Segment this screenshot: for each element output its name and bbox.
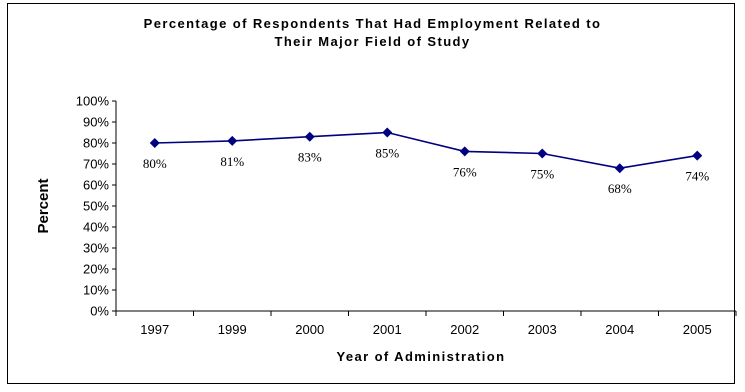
y-axis-title: Percent [35, 178, 52, 233]
data-point-marker [149, 138, 160, 148]
data-point-marker [537, 148, 548, 159]
x-tick-label: 2003 [528, 322, 557, 337]
x-tick-label: 2001 [373, 322, 402, 337]
data-label: 80% [143, 156, 167, 171]
y-tick-label: 30% [83, 241, 109, 256]
y-tick-label: 80% [83, 136, 109, 151]
y-axis: 0% 10% 20% 30% 40% 50% 60% 70% 80% 90% 100% [76, 94, 117, 319]
x-tick-label: 2005 [683, 322, 712, 337]
y-tick-label: 90% [83, 115, 109, 130]
data-label: 81% [220, 154, 244, 169]
data-label: 74% [685, 169, 709, 184]
chart-frame [7, 3, 735, 384]
x-tick-label: 1999 [218, 322, 247, 337]
data-label: 83% [298, 150, 322, 165]
data-point-marker [304, 131, 315, 142]
data-label: 75% [530, 167, 554, 182]
y-tick-label: 40% [83, 220, 109, 235]
x-tick-label: 2004 [605, 322, 634, 337]
data-label: 68% [608, 181, 632, 196]
y-tick-label: 70% [83, 157, 109, 172]
data-point-marker [692, 150, 703, 161]
y-tick-label: 20% [83, 262, 109, 277]
x-axis-title: Year of Administration [336, 349, 505, 364]
data-label: 85% [375, 146, 399, 161]
chart-title-line-2: Their Major Field of Study [274, 34, 471, 49]
chart-title-line-1: Percentage of Respondents That Had Emplo… [143, 16, 602, 31]
x-tick-label: 2000 [295, 322, 324, 337]
series-line: 80% 81% 83% 85% 76% 75% 68% 74% [143, 127, 709, 196]
y-tick-label: 60% [83, 178, 109, 193]
data-point-marker [227, 135, 238, 146]
data-point-marker [459, 146, 470, 157]
series-polyline [154, 131, 698, 170]
data-label: 76% [453, 164, 477, 179]
y-tick-label: 50% [83, 199, 109, 214]
data-point-marker [614, 163, 625, 174]
data-point-marker [382, 127, 393, 138]
y-tick-label: 0% [90, 304, 109, 319]
x-tick-label: 2002 [450, 322, 479, 337]
x-tick-label: 1997 [140, 322, 169, 337]
y-tick-label: 100% [76, 94, 110, 109]
y-tick-label: 10% [83, 283, 109, 298]
x-axis: 1997 1999 2000 2001 2002 2003 2004 2005 [115, 310, 737, 337]
